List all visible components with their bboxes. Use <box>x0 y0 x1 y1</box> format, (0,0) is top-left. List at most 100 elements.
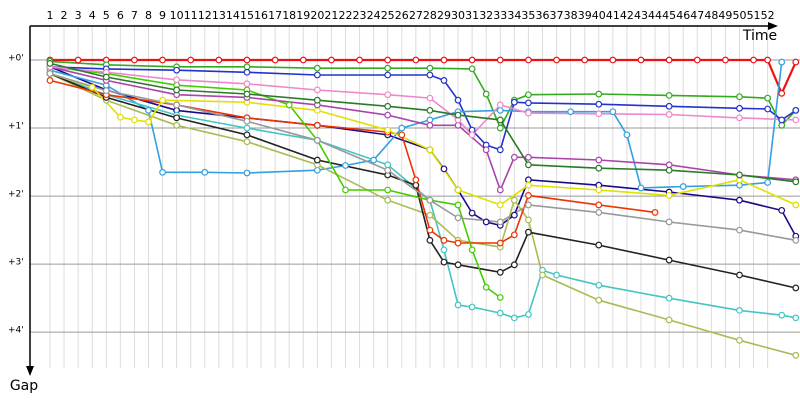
data-point <box>496 146 504 154</box>
data-point <box>313 136 321 144</box>
data-point <box>595 100 603 108</box>
data-point <box>243 117 251 125</box>
data-point <box>313 96 321 104</box>
data-point <box>778 121 786 129</box>
data-point <box>525 161 532 169</box>
x-tick-label: 32 <box>479 9 493 22</box>
data-point <box>496 124 504 132</box>
x-tick-label: 41 <box>606 9 620 22</box>
data-point <box>665 166 673 174</box>
data-point <box>665 161 673 169</box>
x-tick-label: 26 <box>395 9 409 22</box>
data-point <box>454 111 462 119</box>
data-point <box>440 236 448 244</box>
data-point <box>736 114 743 122</box>
data-point <box>412 176 420 184</box>
data-point <box>595 241 603 249</box>
data-point <box>285 101 293 109</box>
x-tick-label: 52 <box>761 9 775 22</box>
data-point <box>454 239 462 247</box>
data-point <box>595 90 603 98</box>
data-point <box>792 236 800 244</box>
plot-area <box>46 56 800 359</box>
data-point <box>468 246 476 254</box>
data-point <box>525 201 532 209</box>
data-point <box>313 121 321 129</box>
x-tick-label: 45 <box>662 9 676 22</box>
data-point <box>764 56 772 64</box>
series-line <box>49 79 656 244</box>
data-point <box>454 201 462 209</box>
data-point <box>778 89 786 97</box>
data-point <box>173 114 181 122</box>
data-point <box>454 186 462 194</box>
data-point <box>510 196 518 204</box>
data-point <box>243 68 251 76</box>
data-point <box>440 56 448 64</box>
data-point <box>173 86 181 94</box>
data-point <box>384 186 392 194</box>
data-point <box>159 96 166 104</box>
data-point <box>665 218 673 226</box>
data-point <box>384 196 392 204</box>
data-point <box>468 209 476 217</box>
data-point <box>384 161 392 169</box>
x-tick-label: 39 <box>578 9 592 22</box>
data-point <box>426 121 434 129</box>
x-tick-label: 4 <box>89 9 96 22</box>
data-point <box>426 106 434 114</box>
data-point <box>778 116 786 124</box>
data-point <box>553 56 560 64</box>
data-point <box>595 201 603 209</box>
data-point <box>665 91 673 99</box>
x-tick-label: 29 <box>437 9 451 22</box>
data-point <box>201 168 209 176</box>
data-point <box>736 226 743 234</box>
data-point <box>736 196 743 204</box>
x-tick-label: 20 <box>310 9 324 22</box>
x-tick-label: 10 <box>170 9 184 22</box>
data-point <box>623 131 631 139</box>
x-tick-label: 18 <box>282 9 296 22</box>
data-point <box>595 296 603 304</box>
data-point <box>102 87 110 95</box>
x-tick-label: 21 <box>324 9 338 22</box>
data-point <box>426 64 434 72</box>
data-point <box>384 166 392 174</box>
data-point <box>440 77 448 84</box>
data-point <box>426 146 434 154</box>
data-point <box>609 108 617 116</box>
data-point <box>750 56 757 64</box>
x-tick-label: 3 <box>75 9 82 22</box>
x-tick-label: 50 <box>732 9 746 22</box>
y-tick-label: +1' <box>8 122 24 132</box>
x-tick-label: 19 <box>296 9 310 22</box>
data-point <box>131 116 138 124</box>
data-point <box>342 186 349 194</box>
series-line <box>50 58 797 97</box>
data-point <box>496 239 504 247</box>
data-point <box>46 77 54 84</box>
data-point <box>468 131 476 139</box>
data-point <box>525 176 532 184</box>
data-point <box>665 111 673 118</box>
data-point <box>342 162 349 169</box>
data-point <box>792 116 800 124</box>
data-point <box>510 261 518 269</box>
data-point <box>496 106 504 114</box>
y-tick-label: +4' <box>8 326 24 336</box>
data-point <box>764 105 772 113</box>
data-point <box>173 76 181 84</box>
series-line <box>49 72 796 319</box>
x-tick-label: 8 <box>145 9 152 22</box>
data-point <box>778 311 786 319</box>
x-tick-label: 24 <box>367 9 381 22</box>
data-point <box>145 118 152 126</box>
data-point <box>595 156 603 164</box>
data-point <box>567 108 575 116</box>
data-point <box>665 294 673 302</box>
data-point <box>454 261 462 269</box>
data-point <box>665 102 673 110</box>
data-point <box>637 184 645 192</box>
series-line <box>49 66 797 151</box>
